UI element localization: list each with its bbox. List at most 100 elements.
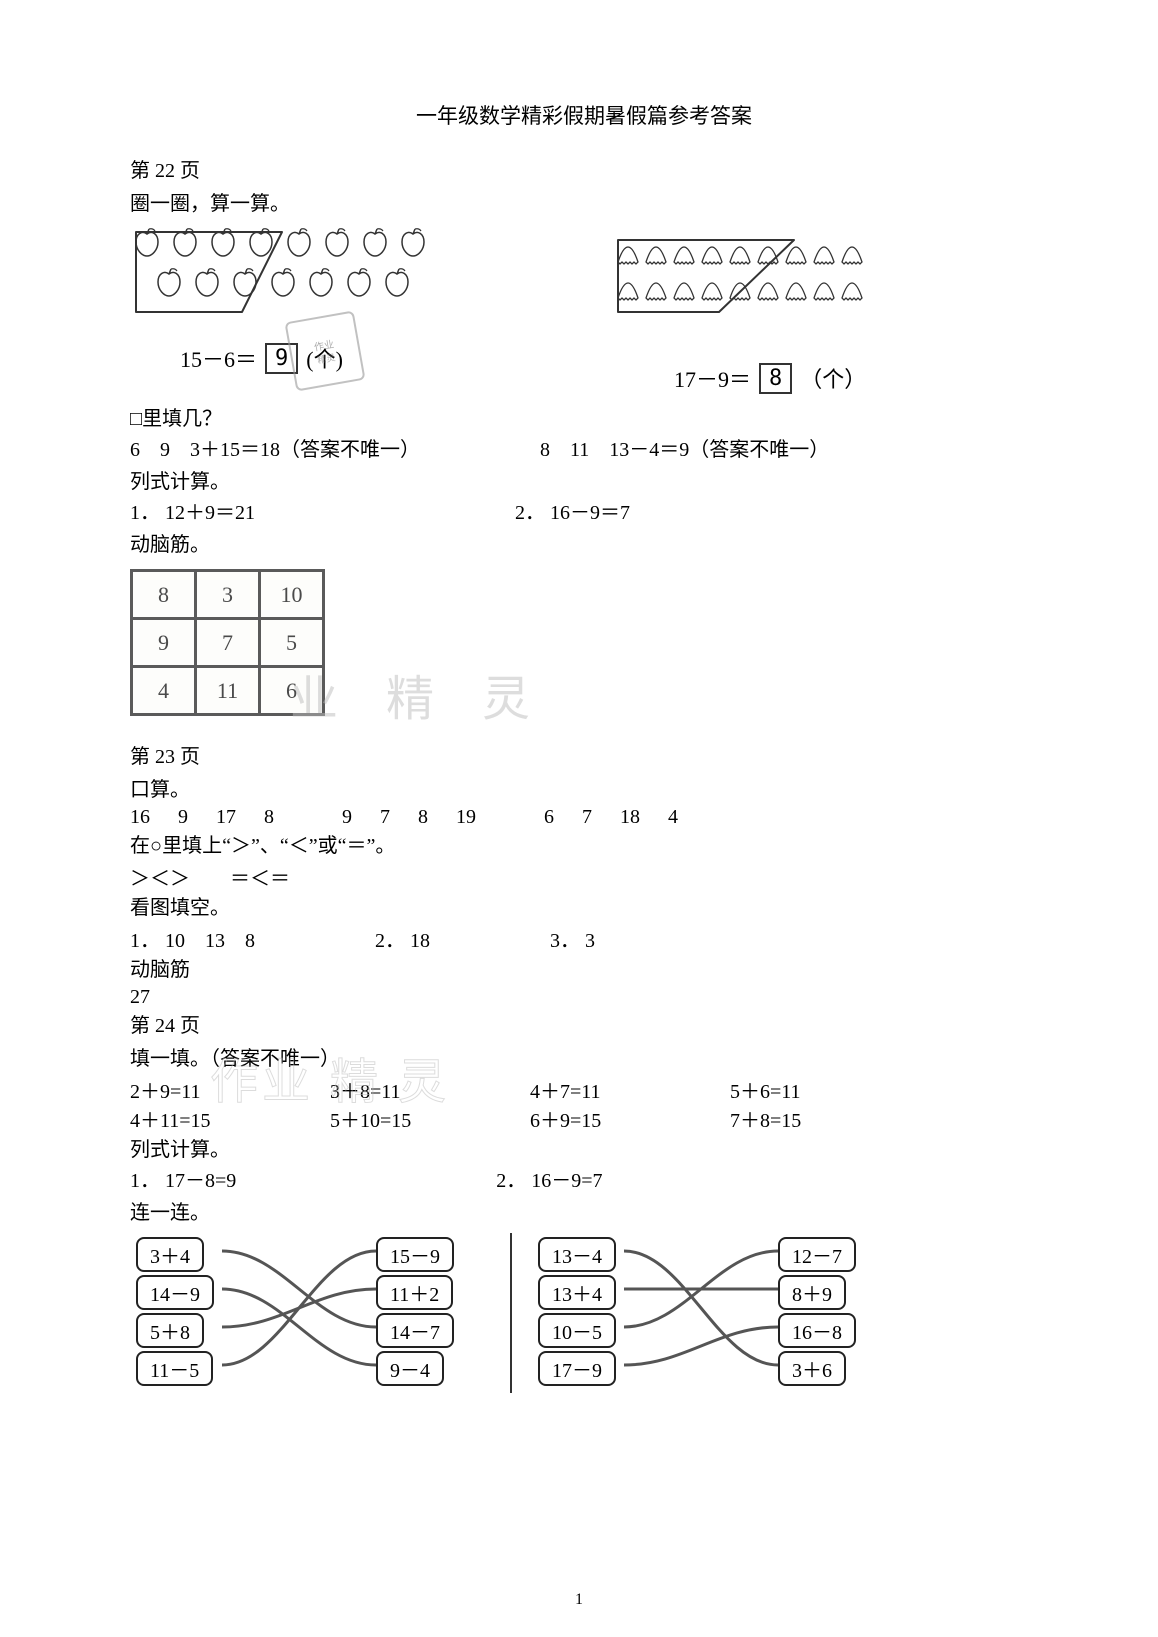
oral-item: 9 xyxy=(178,806,188,829)
oral-item: 19 xyxy=(456,806,476,829)
oral-row: 16 9 17 8 9 7 8 19 6 7 18 4 xyxy=(130,806,1038,829)
apple-icon xyxy=(304,266,338,300)
page24-header: 第 24 页 xyxy=(130,1009,1038,1038)
apple-icon xyxy=(168,226,202,260)
page22-header: 第 22 页 xyxy=(130,154,1038,183)
eq-left-ans: 9 xyxy=(265,343,298,374)
oral-item: 17 xyxy=(216,806,236,829)
eq-left-lhs: 15－6＝ xyxy=(180,342,257,374)
fill-cell: 5＋6=11 xyxy=(730,1075,930,1104)
match-box: 3＋6 xyxy=(778,1351,846,1386)
apple-icon xyxy=(358,226,392,260)
fill-cell: 3＋8=11 xyxy=(330,1075,530,1104)
apple-icon xyxy=(282,226,316,260)
eq-right: 17－9＝ 8 （个） xyxy=(674,362,1038,394)
apple-icon xyxy=(190,266,224,300)
match-box: 13＋4 xyxy=(538,1275,616,1310)
match-box: 17－9 xyxy=(538,1351,616,1386)
eq-right-ans: 8 xyxy=(759,363,792,394)
col-calc-label-22: 列式计算。 xyxy=(130,465,1038,494)
oral-item: 4 xyxy=(668,806,678,829)
apple-box xyxy=(130,226,460,318)
apple-icon xyxy=(380,266,414,300)
apple-icon xyxy=(396,226,430,260)
match-box: 16－8 xyxy=(778,1313,856,1348)
apple-icon xyxy=(206,226,240,260)
match-box: 15－9 xyxy=(376,1237,454,1272)
pf3: 3． 3 xyxy=(550,924,595,953)
fill-cell: 6＋9=15 xyxy=(530,1104,730,1133)
oral-item: 6 xyxy=(544,806,554,829)
match-box: 11＋2 xyxy=(376,1275,453,1310)
circle-calc-label: 圈一圈，算一算。 xyxy=(130,187,1038,216)
fill-cell: 2＋9=11 xyxy=(130,1075,330,1104)
match-set-left: 3＋414－95＋811－515－911＋214－79－4 xyxy=(130,1233,490,1393)
shell-box xyxy=(614,236,894,318)
eq-left: 15－6＝ 9 (个) xyxy=(130,342,564,374)
col-calc-label-24: 列式计算。 xyxy=(130,1133,1038,1162)
oral-item: 8 xyxy=(418,806,428,829)
oral-item: 9 xyxy=(342,806,352,829)
cc22-1: 1． 12＋9＝21 xyxy=(130,498,255,528)
apple-icon xyxy=(152,266,186,300)
apple-icon xyxy=(244,226,278,260)
brain-label-22: 动脑筋。 xyxy=(130,528,1038,557)
bt-cell: 9 xyxy=(132,619,196,667)
oral-item: 8 xyxy=(264,806,274,829)
brain-teaser-table: 8310 975 4116 xyxy=(130,569,325,716)
oral-label: 口算。 xyxy=(130,773,1038,802)
page-title: 一年级数学精彩假期暑假篇参考答案 xyxy=(130,100,1038,130)
match-box: 9－4 xyxy=(376,1351,444,1386)
match-box: 14－7 xyxy=(376,1313,454,1348)
box-fill-label: □里填几？ xyxy=(130,402,1038,431)
bt-cell: 6 xyxy=(260,667,324,715)
pic-fill-label: 看图填空。 xyxy=(130,891,1038,920)
shell-diagram-col: 17－9＝ 8 （个） xyxy=(604,220,1038,394)
fill-cell: 4＋7=11 xyxy=(530,1075,730,1104)
fill-cell: 4＋11=15 xyxy=(130,1104,330,1133)
bt-cell: 10 xyxy=(260,571,324,619)
apple-icon xyxy=(320,226,354,260)
oral-item: 18 xyxy=(620,806,640,829)
fill-row-2: 4＋11=15 5＋10=15 6＋9=15 7＋8=15 xyxy=(130,1104,1038,1133)
oral-item: 7 xyxy=(380,806,390,829)
brain-ans-23: 27 xyxy=(130,986,1038,1009)
fill-cell: 5＋10=15 xyxy=(330,1104,530,1133)
match-box: 12－7 xyxy=(778,1237,856,1272)
apple-diagram-col: 作业 精灵 15－6＝ 9 (个) xyxy=(130,220,564,394)
apple-row-1 xyxy=(130,226,460,260)
fill-cell: 7＋8=15 xyxy=(730,1104,930,1133)
eq-left-unit: (个) xyxy=(306,342,343,374)
match-box: 3＋4 xyxy=(136,1237,204,1272)
cmp-label: 在○里填上“＞”、“＜”或“＝”。 xyxy=(130,829,1038,858)
bt-cell: 3 xyxy=(196,571,260,619)
oral-item: 16 xyxy=(130,806,150,829)
page-number: 1 xyxy=(0,1591,1158,1609)
watermark-1: 业 精 灵 xyxy=(290,659,548,729)
match-box: 11－5 xyxy=(136,1351,213,1386)
match-box: 14－9 xyxy=(136,1275,214,1310)
bt-cell: 5 xyxy=(260,619,324,667)
cc22-2: 2． 16－9＝7 xyxy=(515,498,630,528)
box-fill-left: 6 9 3＋15＝18（答案不唯一） xyxy=(130,435,420,465)
page23-header: 第 23 页 xyxy=(130,740,1038,769)
apple-icon xyxy=(342,266,376,300)
fill-label: 填一填。（答案不唯一） xyxy=(130,1042,1038,1071)
bt-cell: 11 xyxy=(196,667,260,715)
bt-cell: 8 xyxy=(132,571,196,619)
oral-item: 7 xyxy=(582,806,592,829)
eq-right-unit: （个） xyxy=(800,362,866,394)
match-box: 13－4 xyxy=(538,1237,616,1272)
eq-right-lhs: 17－9＝ xyxy=(674,362,751,394)
bt-cell: 4 xyxy=(132,667,196,715)
box-fill-right: 8 11 13－4＝9（答案不唯一） xyxy=(540,435,829,465)
pf2: 2． 18 xyxy=(375,924,430,953)
brain-label-23: 动脑筋 xyxy=(130,953,1038,982)
bt-cell: 7 xyxy=(196,619,260,667)
pf1: 1． 10 13 8 xyxy=(130,924,255,953)
apple-row-2 xyxy=(130,266,460,300)
match-box: 8＋9 xyxy=(778,1275,846,1310)
apple-icon xyxy=(130,226,164,260)
apple-icon xyxy=(228,266,262,300)
cc24-2: 2． 16－9=7 xyxy=(496,1166,602,1196)
